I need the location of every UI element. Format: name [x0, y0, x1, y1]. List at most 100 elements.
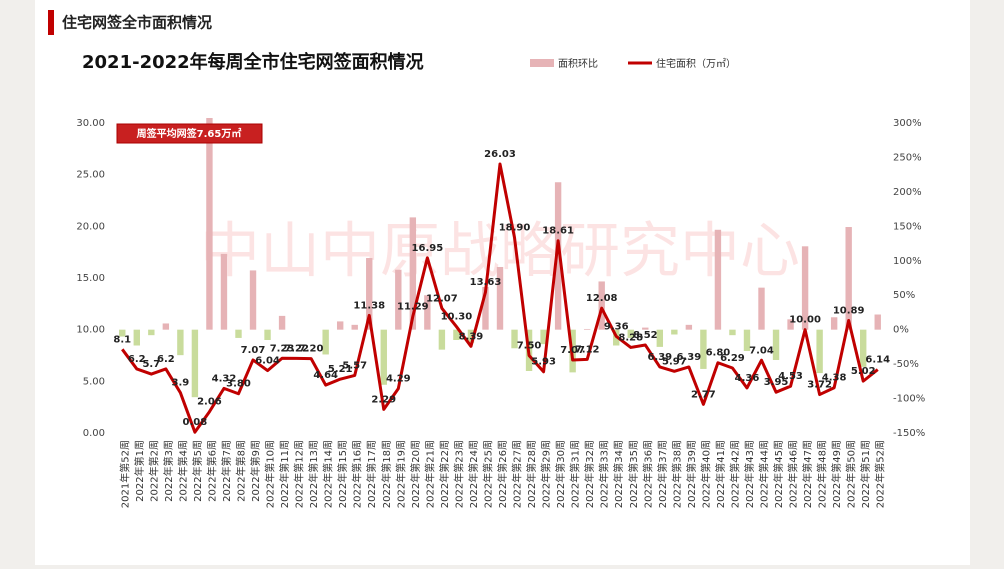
x-tick-label: 2022年第5周 [191, 440, 204, 502]
y-tick-label: 30.00 [76, 118, 105, 129]
x-tick-label: 2022年第41周 [714, 440, 727, 508]
x-tick-label: 2022年第35周 [627, 440, 640, 508]
bar [787, 319, 794, 330]
y2-tick-label: 0% [893, 325, 909, 336]
data-label: 0.08 [183, 417, 208, 428]
bar [642, 327, 649, 330]
bar [758, 287, 765, 330]
bar [235, 329, 242, 338]
x-tick-label: 2022年第49周 [830, 440, 843, 508]
x-tick-label: 2022年第20周 [409, 440, 422, 508]
y2-tick-label: 200% [893, 187, 922, 198]
y2-tick-label: 250% [893, 152, 922, 163]
x-tick-label: 2022年第39周 [685, 440, 698, 508]
data-label: 6.04 [255, 356, 280, 367]
data-label: 6.29 [720, 353, 745, 364]
y2-tick-label: -100% [893, 394, 925, 405]
data-label: 10.30 [441, 312, 473, 323]
bar [191, 329, 199, 398]
bar [845, 227, 852, 330]
x-tick-label: 2022年第17周 [365, 440, 378, 508]
data-label: 5.97 [662, 356, 687, 367]
data-label: 4.29 [386, 374, 411, 385]
bar [874, 314, 881, 330]
y-tick-label: 15.00 [76, 273, 105, 284]
legend-label: 住宅面积（万㎡） [656, 57, 736, 70]
data-label: 3.80 [226, 379, 251, 390]
data-label: 6.2 [128, 354, 146, 365]
data-label: 18.61 [542, 226, 574, 237]
y2-tick-label: 100% [893, 256, 922, 267]
data-label: 4.64 [313, 370, 338, 381]
x-tick-label: 2022年第2周 [147, 440, 160, 502]
x-tick-label: 2022年第3周 [162, 440, 175, 502]
bar [540, 329, 547, 345]
data-label: 6.39 [647, 352, 672, 363]
bar [119, 329, 126, 337]
x-tick-label: 2022年第44周 [758, 440, 771, 508]
y-tick-label: 25.00 [76, 170, 105, 181]
x-tick-label: 2022年第1周 [133, 440, 146, 502]
bar [206, 118, 213, 330]
y-tick-label: 5.00 [83, 376, 105, 387]
x-tick-label: 2022年第15周 [336, 440, 349, 508]
bar [424, 295, 431, 330]
x-tick-label: 2022年第38周 [670, 440, 683, 508]
bar [700, 329, 707, 369]
bar [380, 329, 387, 385]
line [121, 162, 879, 434]
y2-tick-label: 150% [893, 221, 922, 232]
data-label: 2.29 [371, 394, 396, 405]
bar [249, 270, 257, 330]
data-label: 7.20 [299, 344, 324, 355]
x-tick-label: 2022年第42周 [728, 440, 741, 508]
data-label: 2.06 [197, 397, 222, 408]
data-label: 18.90 [499, 223, 531, 234]
bar [830, 317, 838, 330]
x-tick-label: 2022年第6周 [205, 440, 218, 502]
x-tick-label: 2022年第33周 [598, 440, 611, 508]
bar [685, 324, 693, 330]
data-label: 7.07 [560, 345, 585, 356]
data-label: 7.04 [749, 345, 774, 356]
data-label: 8.39 [459, 331, 484, 342]
x-tick-label: 2022年第26周 [496, 440, 509, 508]
bar [482, 286, 489, 330]
bar [554, 182, 562, 330]
data-label: 10.89 [833, 305, 865, 316]
x-tick-label: 2022年第11周 [278, 440, 291, 508]
header: 住宅网签全市面积情况 [62, 14, 212, 32]
bar [264, 329, 271, 340]
x-tick-label: 2022年第9周 [249, 440, 262, 502]
bar [656, 329, 664, 347]
data-label: 6.14 [865, 355, 890, 366]
x-tick-label: 2022年第14周 [322, 440, 335, 508]
data-label: 13.63 [470, 277, 502, 288]
y2-tick-label: 50% [893, 290, 915, 301]
chart-title: 2021-2022年每周全市住宅网签面积情况 [82, 51, 424, 73]
y-tick-label: 20.00 [76, 221, 105, 232]
x-tick-label: 2022年第34周 [612, 440, 625, 508]
bar [801, 246, 809, 330]
bar [729, 329, 736, 336]
bar [395, 269, 402, 330]
bar [162, 323, 170, 330]
bar [336, 321, 344, 330]
bar [583, 328, 591, 330]
x-tick-label: 2022年第52周 [874, 440, 887, 508]
data-label: 26.03 [484, 149, 516, 160]
data-label: 7.50 [517, 341, 542, 352]
data-label: 5.93 [531, 357, 556, 368]
bar [496, 266, 504, 330]
data-label: 3.95 [764, 377, 789, 388]
x-tick-label: 2022年第19周 [394, 440, 407, 508]
bar [714, 229, 722, 330]
x-tick-label: 2022年第31周 [569, 440, 582, 508]
data-label: 3.72 [807, 380, 832, 391]
data-label: 7.22 [284, 343, 309, 354]
data-label: 6.2 [157, 354, 175, 365]
x-tick-label: 2022年第47周 [801, 440, 814, 508]
x-tick-label: 2022年第32周 [583, 440, 596, 508]
x-tick-label: 2022年第4周 [176, 440, 189, 502]
